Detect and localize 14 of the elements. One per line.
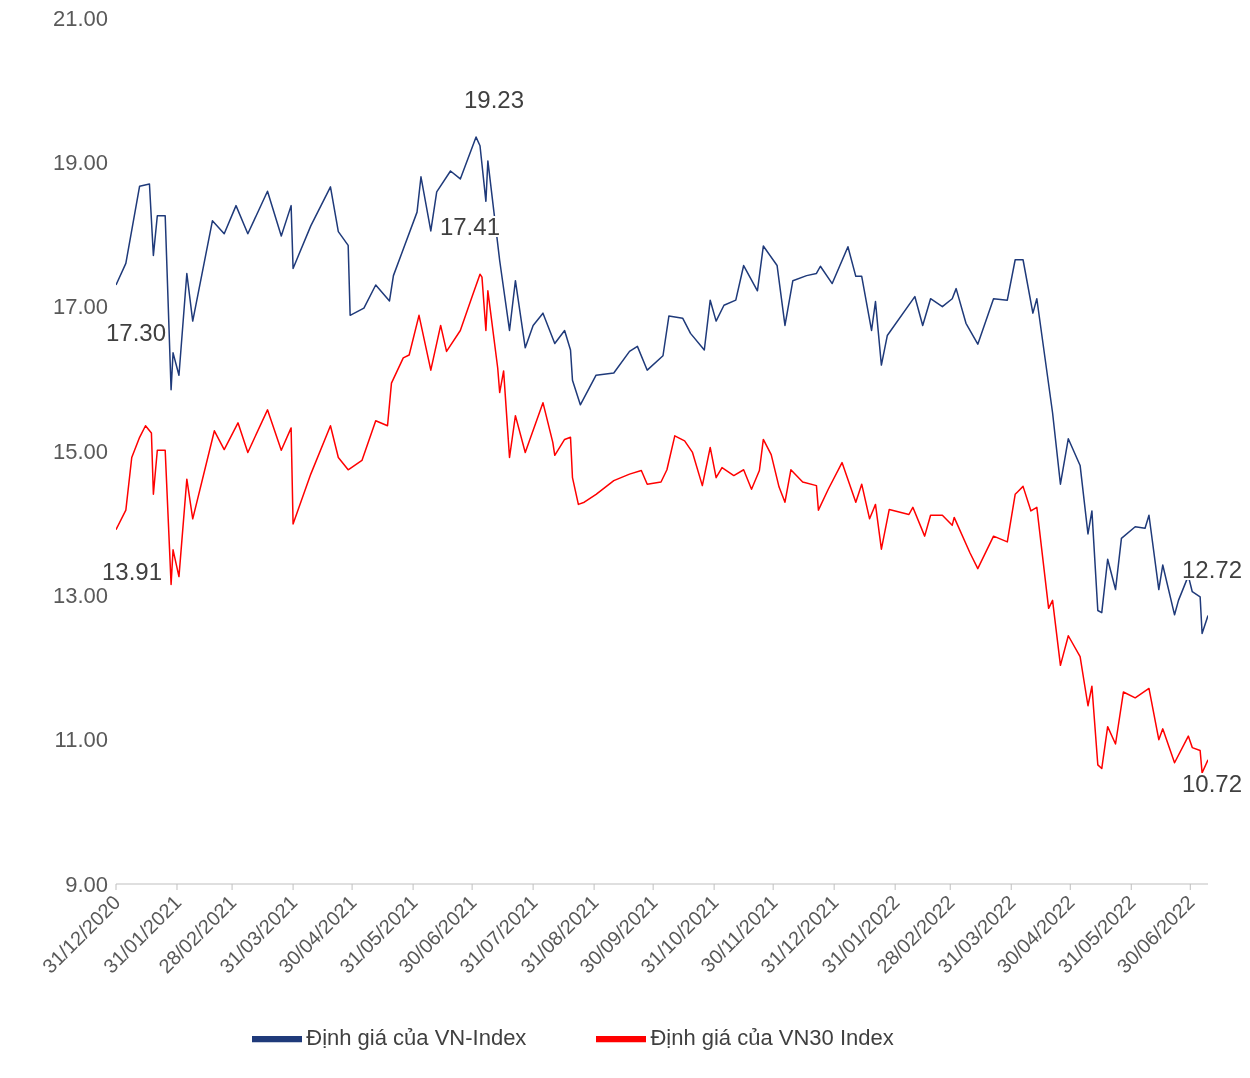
y-tick-label: 17.00 — [52, 294, 108, 320]
y-tick-label: 13.00 — [52, 583, 108, 609]
annotation: 19.23 — [463, 86, 525, 114]
y-tick-label: 11.00 — [54, 727, 108, 753]
y-tick-label: 19.00 — [52, 150, 108, 176]
legend-label: Định giá của VN30 Index — [650, 1024, 894, 1050]
annotation: 13.91 — [101, 558, 163, 586]
annotation: 12.72 — [1181, 555, 1243, 583]
annotation: 10.72 — [1181, 770, 1243, 798]
legend-label: Định giá của VN-Index — [306, 1024, 527, 1050]
annotation: 17.30 — [105, 319, 167, 347]
y-tick-label: 15.00 — [52, 438, 108, 464]
y-tick-label: 21.00 — [52, 5, 108, 31]
y-tick-label: 9.00 — [65, 871, 108, 897]
